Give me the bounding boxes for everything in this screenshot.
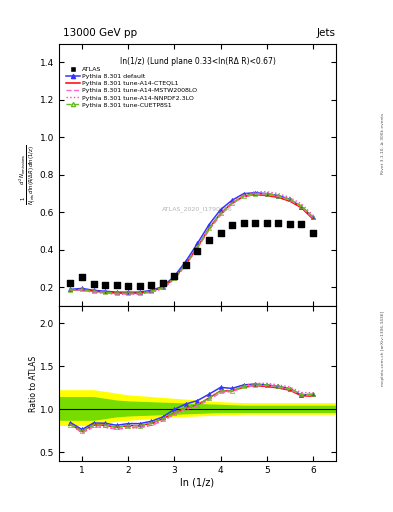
Point xyxy=(125,282,131,290)
Text: 13000 GeV pp: 13000 GeV pp xyxy=(63,28,137,38)
Point xyxy=(67,279,73,287)
Point xyxy=(217,229,224,237)
Point xyxy=(79,273,85,281)
Text: ATLAS_2020_I1790256: ATLAS_2020_I1790256 xyxy=(162,206,233,212)
Point xyxy=(252,219,258,227)
X-axis label: ln (1/z): ln (1/z) xyxy=(180,477,215,487)
Point xyxy=(171,272,178,281)
Y-axis label: Ratio to ATLAS: Ratio to ATLAS xyxy=(29,355,39,412)
Point xyxy=(287,220,293,228)
Text: Jets: Jets xyxy=(317,28,336,38)
Point xyxy=(194,247,200,255)
Point xyxy=(102,281,108,289)
Point xyxy=(90,280,97,288)
Text: mcplots.cern.ch [arXiv:1306.3436]: mcplots.cern.ch [arXiv:1306.3436] xyxy=(381,311,385,386)
Point xyxy=(114,281,120,289)
Point xyxy=(148,281,154,289)
Y-axis label: $\frac{1}{N_{\rm jets}}\frac{d^2 N_{\rm emissions}}{d\ln(R/\Delta R)\, d\ln(1/z): $\frac{1}{N_{\rm jets}}\frac{d^2 N_{\rm … xyxy=(18,145,39,205)
Point xyxy=(241,219,247,227)
Point xyxy=(229,221,235,229)
Point xyxy=(183,261,189,269)
Point xyxy=(264,219,270,227)
Point xyxy=(310,229,316,237)
Text: ln(1/z) (Lund plane 0.33<ln(RΔ R)<0.67): ln(1/z) (Lund plane 0.33<ln(RΔ R)<0.67) xyxy=(119,57,275,66)
Point xyxy=(137,282,143,290)
Point xyxy=(160,279,166,287)
Point xyxy=(206,236,212,244)
Text: Rivet 3.1.10, ≥ 300k events: Rivet 3.1.10, ≥ 300k events xyxy=(381,113,385,174)
Point xyxy=(298,220,305,228)
Legend: ATLAS, Pythia 8.301 default, Pythia 8.301 tune-A14-CTEQL1, Pythia 8.301 tune-A14: ATLAS, Pythia 8.301 default, Pythia 8.30… xyxy=(65,65,199,109)
Point xyxy=(275,219,281,227)
